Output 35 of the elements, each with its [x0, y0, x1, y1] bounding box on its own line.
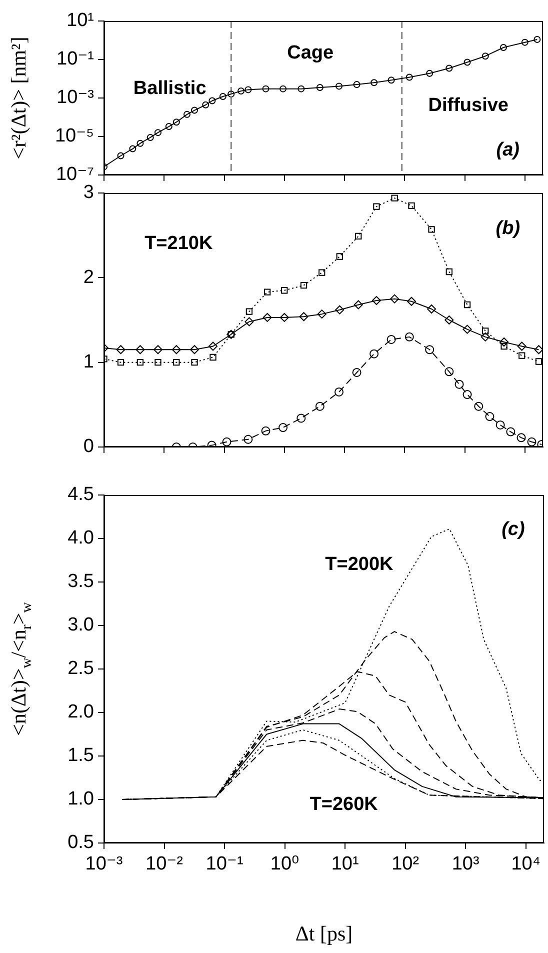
y-tick-label: 2.5 — [68, 658, 94, 680]
y-tick-label: 1.0 — [68, 788, 94, 810]
y-tick-label: 1 — [83, 352, 94, 373]
x-tick-label: 10⁴ — [511, 854, 541, 875]
y-tick-label: 1.5 — [68, 745, 94, 766]
y-tick-label: 10⁻¹ — [56, 48, 94, 70]
annotation: (b) — [496, 218, 520, 239]
y-axis-title: <n(Δt)>w/<nr>w — [6, 602, 36, 736]
annotation: (a) — [496, 140, 520, 161]
x-tick-label: 10⁻² — [146, 854, 184, 875]
y-tick-label: 10¹ — [66, 10, 94, 32]
x-tick-label: 10⁻¹ — [206, 854, 244, 875]
y-tick-label: 2 — [83, 266, 94, 288]
y-tick-label: 0.5 — [68, 832, 94, 854]
annotation: Diffusive — [428, 94, 508, 116]
annotation: (c) — [502, 519, 525, 540]
y-tick-label: 3.5 — [68, 571, 94, 592]
annotation: Ballistic — [133, 78, 207, 99]
x-axis-title: Δt [ps] — [295, 922, 353, 946]
y-tick-label: 4.5 — [68, 484, 94, 506]
y-tick-label: 2.0 — [68, 702, 94, 723]
y-tick-label: 3.0 — [68, 614, 94, 636]
y-tick-label: 4.0 — [68, 528, 94, 549]
x-tick-label: 10³ — [452, 854, 480, 875]
annotation: T=210K — [144, 233, 213, 254]
y-tick-label: 10⁻⁵ — [54, 126, 94, 147]
y-tick-label: 10⁻³ — [56, 87, 94, 108]
y-tick-label: 0 — [83, 436, 94, 458]
x-tick-label: 10² — [392, 854, 420, 875]
annotation: T=260K — [310, 794, 378, 815]
x-tick-label: 10⁰ — [270, 854, 300, 875]
y-axis-title: <r²(Δt)> [nm²] — [6, 36, 31, 160]
annotation: T=200K — [325, 554, 394, 575]
annotation: Cage — [287, 42, 334, 64]
x-tick-label: 10¹ — [331, 854, 359, 875]
